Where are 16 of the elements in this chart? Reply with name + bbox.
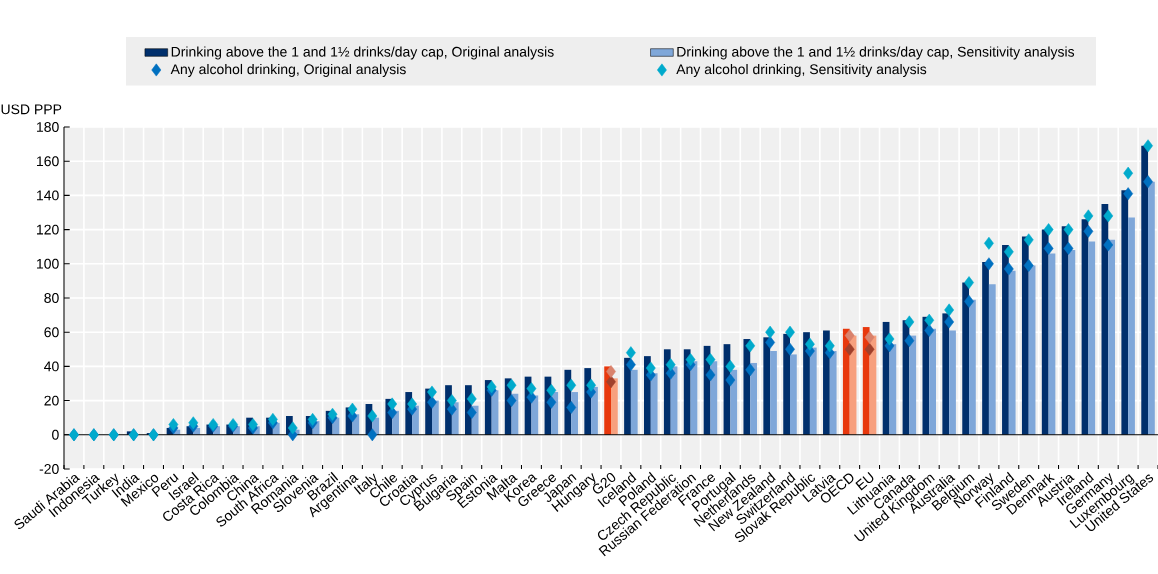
y-tick-label: 80	[44, 293, 59, 303]
y-tick-label: 40	[44, 361, 59, 372]
y-tick-label: 140	[37, 190, 59, 201]
legend-label: Drinking above the 1 and 1½ drinks/day cap, Original analysis	[171, 46, 554, 60]
y-tick-label: 20	[44, 395, 59, 406]
y-tick-label: -20	[39, 464, 59, 474]
legend-label: Any alcohol drinking, Sensitivity analysis	[676, 63, 927, 77]
y-tick-label: 0	[52, 429, 59, 440]
y-tick-label: 100	[37, 258, 59, 269]
y-tick-label: 160	[37, 156, 59, 167]
y-axis-title: USD PPP	[1, 104, 62, 115]
y-tick-label: 180	[37, 122, 59, 132]
legend-label: Any alcohol drinking, Original analysis	[170, 63, 406, 77]
legend-label: Drinking above the 1 and 1½ drinks/day cap, Sensitivity analysis	[677, 46, 1075, 60]
y-tick-label: 60	[44, 327, 59, 338]
y-tick-label: 120	[37, 224, 59, 235]
